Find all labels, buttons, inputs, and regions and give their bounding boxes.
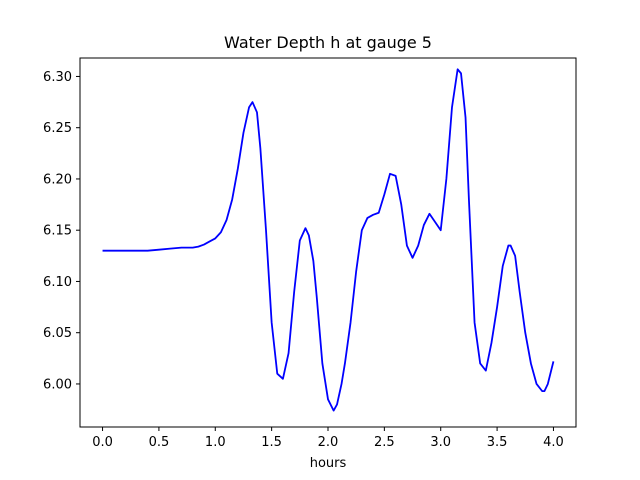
- x-tick-label: 0.0: [92, 435, 113, 450]
- x-tick-label: 4.0: [543, 435, 564, 450]
- y-tick-label: 6.05: [43, 326, 72, 341]
- y-tick-label: 6.20: [43, 172, 72, 187]
- y-axis: 6.00 6.05 6.10 6.15 6.20 6.25 6.30: [43, 70, 80, 392]
- series-group: [102, 68, 555, 412]
- x-tick-label: 2.5: [374, 435, 395, 450]
- y-tick-label: 6.15: [43, 224, 72, 239]
- series-line: [102, 68, 555, 412]
- chart-title: Water Depth h at gauge 5: [224, 33, 432, 52]
- y-tick-label: 6.00: [43, 377, 72, 392]
- x-tick-label: 1.0: [205, 435, 226, 450]
- x-tick-label: 1.5: [261, 435, 282, 450]
- x-axis-label: hours: [310, 456, 347, 471]
- y-tick-label: 6.25: [43, 121, 72, 136]
- x-axis: 0.0 0.5 1.0 1.5 2.0 2.5 3.0 3.5 4.0: [92, 427, 564, 450]
- x-tick-label: 2.0: [318, 435, 339, 450]
- x-tick-label: 0.5: [149, 435, 170, 450]
- x-tick-label: 3.5: [487, 435, 508, 450]
- y-tick-label: 6.10: [43, 275, 72, 290]
- plot-area-frame: [79, 57, 577, 428]
- x-tick-label: 3.0: [430, 435, 451, 450]
- y-tick-label: 6.30: [43, 70, 72, 85]
